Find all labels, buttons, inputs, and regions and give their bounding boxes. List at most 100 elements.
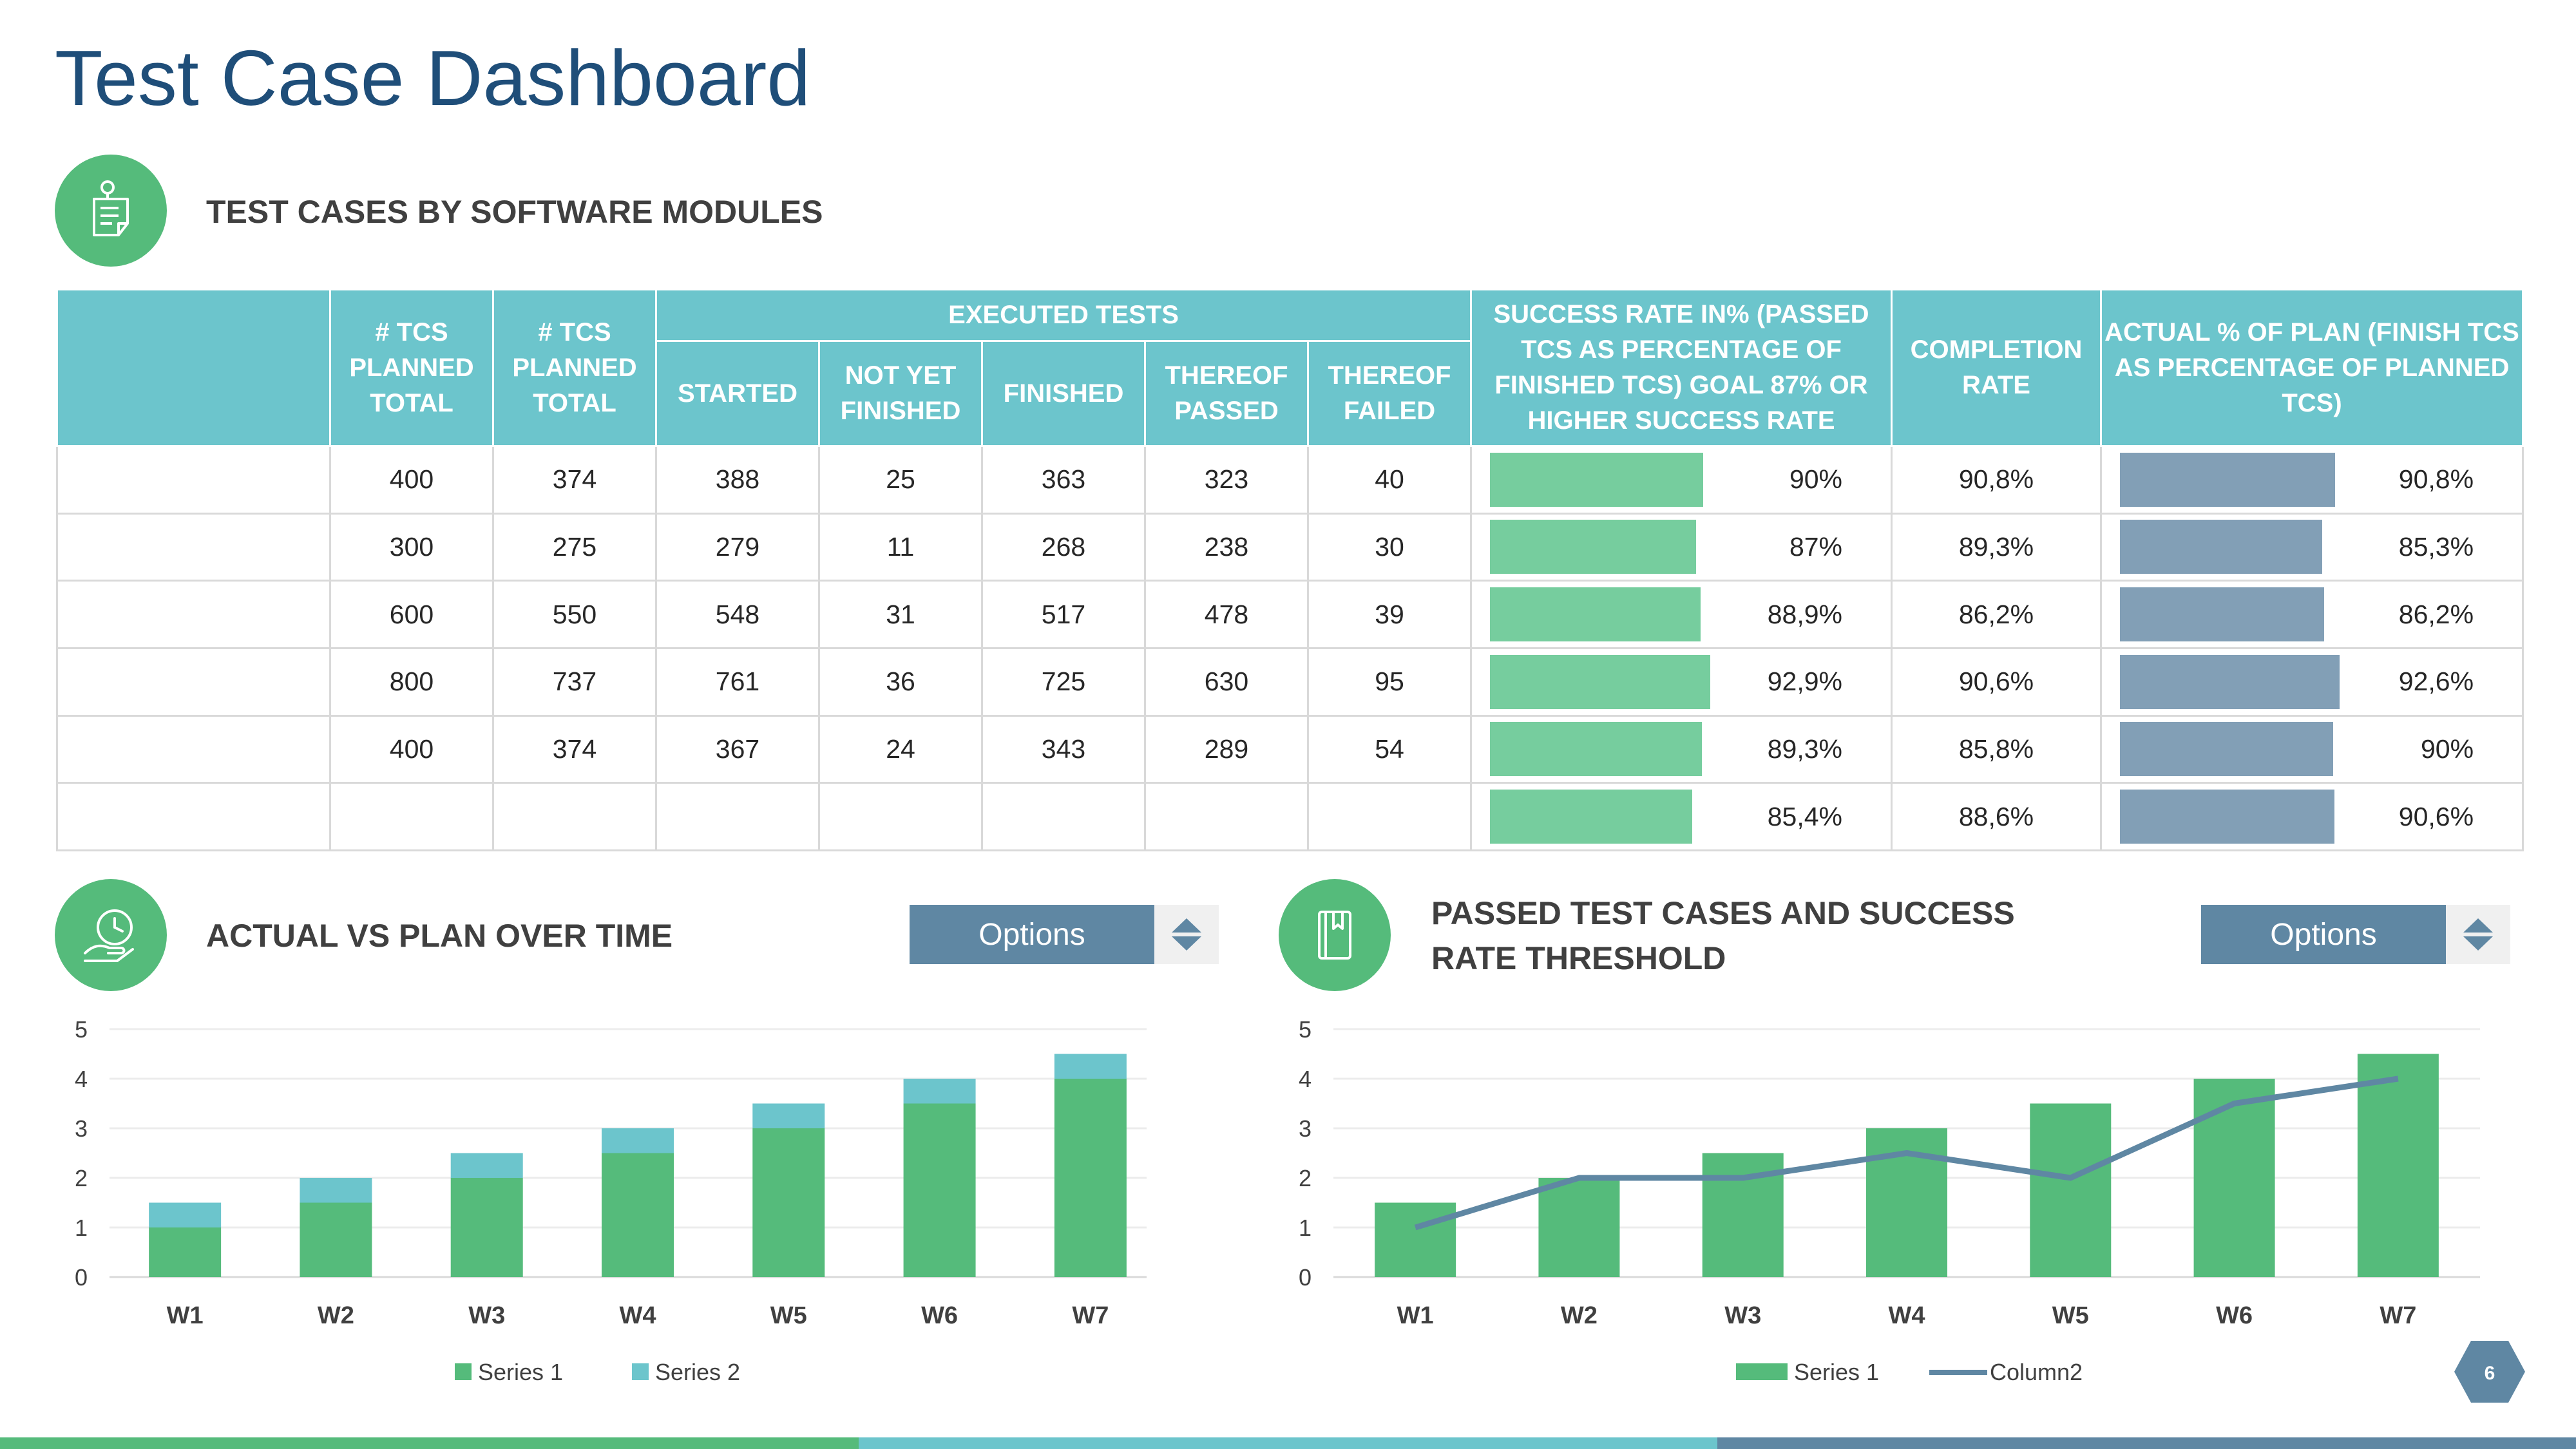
bar-series-1-w6 <box>2193 1079 2275 1277</box>
x-tick-label: W2 <box>318 1302 354 1329</box>
cell-finished: 517 <box>981 580 1146 649</box>
cell-success-rate: 89,3% <box>1722 714 1893 784</box>
header-executed-tests: EXECUTED TESTS <box>654 289 1473 342</box>
cell-thereof-passed: 323 <box>1144 445 1309 515</box>
cell-module <box>56 512 331 582</box>
bar-series-1-w2 <box>1538 1178 1620 1277</box>
cell-success-rate: 92,9% <box>1722 647 1893 717</box>
options-button[interactable]: Options <box>910 905 1154 964</box>
spin-up-icon[interactable] <box>1172 918 1201 933</box>
cell-thereof-passed: 289 <box>1144 714 1309 784</box>
options-spinner[interactable] <box>1154 905 1219 964</box>
cell-success-bar <box>1470 714 1722 784</box>
header-planned-total-2: # TCS PLANNED TOTAL <box>492 289 657 447</box>
cell-success-rate: 90% <box>1722 445 1893 515</box>
book-icon <box>1279 879 1391 991</box>
x-tick-label: W6 <box>921 1302 958 1329</box>
cell-planned-total <box>329 782 494 851</box>
cell-not-yet-finished: 25 <box>818 445 983 515</box>
cell-planned-total: 400 <box>329 714 494 784</box>
section-title-modules: TEST CASES BY SOFTWARE MODULES <box>206 194 823 230</box>
cell-actual-bar <box>2100 580 2367 649</box>
options-control-passed: Options <box>2201 905 2510 964</box>
legend-label: Series 1 <box>478 1359 563 1385</box>
line-column2 <box>1414 1075 2399 1231</box>
header-planned-total: # TCS PLANNED TOTAL <box>329 289 494 447</box>
cell-completion-rate: 90,8% <box>1891 445 2103 515</box>
cell-not-yet-finished: 31 <box>818 580 983 649</box>
cell-started: 367 <box>655 714 820 784</box>
cell-actual-pct: 90,6% <box>2367 782 2524 851</box>
cell-thereof-passed: 630 <box>1144 647 1309 717</box>
cell-actual-bar <box>2100 714 2367 784</box>
footer-bar-teal <box>859 1437 1717 1449</box>
success-rate-bar <box>1490 520 1697 574</box>
bar-series-2-w3 <box>450 1153 523 1178</box>
spin-down-icon[interactable] <box>1172 936 1201 951</box>
section-title-passed-line1: PASSED TEST CASES AND SUCCESS <box>1431 895 2015 931</box>
x-tick-label: W4 <box>620 1302 656 1329</box>
bar-series-1-w7 <box>2357 1054 2439 1277</box>
y-tick-label: 2 <box>75 1165 88 1191</box>
bar-series-2-w2 <box>300 1178 372 1203</box>
bar-series-1-w5 <box>752 1128 825 1277</box>
table-row: 300 275 279 11 268 238 30 87% 89,3% 85,3% <box>56 512 2524 582</box>
bar-series-1-w3 <box>450 1178 523 1277</box>
cell-actual-pct: 85,3% <box>2367 512 2524 582</box>
cell-not-yet-finished: 11 <box>818 512 983 582</box>
actual-pct-bar <box>2120 587 2325 642</box>
y-tick-label: 5 <box>75 1016 88 1043</box>
cell-module <box>56 647 331 717</box>
page-number: 6 <box>2485 1363 2495 1384</box>
bar-series-1-w7 <box>1054 1079 1127 1277</box>
y-tick-label: 5 <box>1299 1016 1312 1043</box>
page-number-badge: 6 <box>2454 1341 2525 1403</box>
success-rate-bar <box>1490 790 1693 844</box>
spin-down-icon[interactable] <box>2463 936 2493 951</box>
cell-started: 388 <box>655 445 820 515</box>
spin-up-icon[interactable] <box>2463 918 2493 933</box>
x-tick-label: W4 <box>1889 1302 1925 1329</box>
header-module <box>56 289 331 447</box>
x-tick-label: W3 <box>1724 1302 1761 1329</box>
cell-actual-pct: 86,2% <box>2367 580 2524 649</box>
header-not-yet-finished: NOT YET FINISHED <box>818 340 983 447</box>
cell-planned-total: 400 <box>329 445 494 515</box>
cell-thereof-failed <box>1306 782 1473 851</box>
cell-actual-bar <box>2100 647 2367 717</box>
cell-not-yet-finished: 36 <box>818 647 983 717</box>
cell-thereof-failed: 39 <box>1306 580 1473 649</box>
header-actual-pct: ACTUAL % OF PLAN (FINISH TCS AS PERCENTA… <box>2100 289 2524 447</box>
bar-series-1-w5 <box>2030 1103 2112 1277</box>
cell-planned-total-2: 550 <box>492 580 657 649</box>
cell-started <box>655 782 820 851</box>
bar-series-2-w7 <box>1054 1054 1127 1079</box>
section-title-actual-plan: ACTUAL VS PLAN OVER TIME <box>206 918 673 954</box>
y-tick-label: 4 <box>75 1066 88 1092</box>
options-button[interactable]: Options <box>2201 905 2446 964</box>
x-tick-label: W7 <box>2380 1302 2416 1329</box>
header-completion-rate: COMPLETION RATE <box>1891 289 2103 447</box>
cell-success-bar <box>1470 647 1722 717</box>
success-rate-bar <box>1490 587 1701 642</box>
cell-success-rate: 87% <box>1722 512 1893 582</box>
y-tick-label: 3 <box>75 1115 88 1142</box>
cell-finished <box>981 782 1146 851</box>
cell-started: 279 <box>655 512 820 582</box>
cell-not-yet-finished <box>818 782 983 851</box>
x-tick-label: W5 <box>770 1302 807 1329</box>
bar-series-2-w5 <box>752 1103 825 1128</box>
cell-planned-total-2: 275 <box>492 512 657 582</box>
cell-actual-pct: 92,6% <box>2367 647 2524 717</box>
footer-bar-green <box>0 1437 859 1449</box>
legend-label: Series 1 <box>1794 1359 1879 1385</box>
options-spinner[interactable] <box>2446 905 2510 964</box>
bar-series-1-w6 <box>903 1103 976 1277</box>
y-tick-label: 2 <box>1299 1165 1312 1191</box>
bar-series-1-w1 <box>149 1227 222 1277</box>
cell-thereof-failed: 54 <box>1306 714 1473 784</box>
cell-module <box>56 580 331 649</box>
cell-planned-total: 600 <box>329 580 494 649</box>
cell-success-bar <box>1470 445 1722 515</box>
cell-completion-rate: 89,3% <box>1891 512 2103 582</box>
